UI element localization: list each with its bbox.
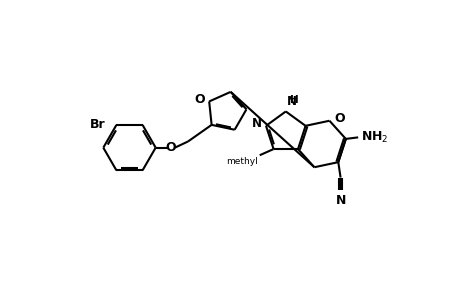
Text: N: N [335,194,345,207]
Text: N: N [287,95,297,108]
Text: NH$_2$: NH$_2$ [360,130,388,145]
Text: H: H [290,94,298,104]
Text: Br: Br [90,118,106,131]
Text: O: O [194,93,205,106]
Text: N: N [252,117,262,130]
Text: O: O [165,141,176,154]
Text: O: O [333,112,344,125]
Text: methyl: methyl [225,157,257,166]
